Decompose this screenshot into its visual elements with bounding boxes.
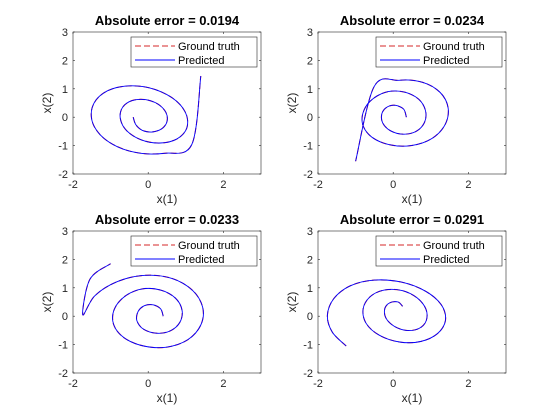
- x-axis-label: x(1): [157, 192, 178, 206]
- y-tick-label: 1: [307, 84, 313, 96]
- chart-title: Absolute error = 0.0194: [95, 13, 240, 28]
- y-tick-label: 0: [62, 311, 68, 323]
- y-tick-label: -2: [303, 368, 313, 380]
- x-tick-label: 0: [390, 378, 396, 390]
- x-tick-label: 2: [220, 378, 226, 390]
- y-tick-label: -1: [58, 340, 68, 352]
- y-tick-label: -1: [58, 141, 68, 153]
- y-tick-label: 2: [307, 55, 313, 67]
- y-tick-label: 1: [62, 283, 68, 295]
- x-tick-label: 0: [145, 378, 151, 390]
- legend-label: Ground truth: [178, 41, 240, 53]
- y-axis-label: x(2): [285, 93, 299, 114]
- chart-title: Absolute error = 0.0291: [340, 212, 484, 227]
- y-tick-label: 3: [62, 27, 68, 39]
- subplot-2: -2 0 2 3 2 1 0 -1 -2 Ground truth Predicted Absolut…: [285, 13, 507, 206]
- legend-label: Predicted: [178, 254, 224, 266]
- subplot-4: -2 0 2 3 2 1 0 -1 -2 Ground truth Predicted Absolut…: [285, 212, 507, 405]
- x-axis-label: x(1): [157, 391, 178, 405]
- predicted-line: [90, 75, 202, 155]
- y-tick-label: 2: [307, 254, 313, 266]
- y-tick-label: 3: [307, 27, 313, 39]
- legend: Ground truth Predicted: [375, 36, 503, 68]
- y-tick-label: -2: [58, 368, 68, 380]
- x-tick-label: 0: [390, 179, 396, 191]
- y-tick-label: 1: [62, 84, 68, 96]
- x-tick-label: 2: [465, 179, 471, 191]
- legend-label: Ground truth: [178, 240, 240, 252]
- y-tick-label: -2: [58, 169, 68, 181]
- predicted-line: [355, 78, 449, 162]
- y-tick-label: -1: [303, 340, 313, 352]
- x-axis-label: x(1): [402, 192, 423, 206]
- y-tick-label: 3: [62, 226, 68, 238]
- legend-label: Ground truth: [423, 240, 485, 252]
- y-axis-label: x(2): [40, 292, 54, 313]
- legend-box: [130, 36, 258, 68]
- y-tick-label: -1: [303, 141, 313, 153]
- legend: Ground truth Predicted: [130, 235, 258, 267]
- x-axis-label: x(1): [402, 391, 423, 405]
- legend-label: Predicted: [178, 55, 224, 67]
- predicted-line: [326, 279, 447, 347]
- legend-box: [130, 235, 258, 267]
- x-tick-label: -2: [68, 378, 78, 390]
- subplot-1: -2 0 2 3 2 1 0 -1 -2 Ground truth Predicted Absolut…: [40, 13, 262, 206]
- y-tick-label: 0: [307, 311, 313, 323]
- y-tick-label: 2: [62, 254, 68, 266]
- legend: Ground truth Predicted: [130, 36, 258, 68]
- y-tick-label: -2: [303, 169, 313, 181]
- legend-label: Ground truth: [423, 41, 485, 53]
- chart-title: Absolute error = 0.0233: [95, 212, 239, 227]
- x-tick-label: -2: [68, 179, 78, 191]
- y-tick-label: 3: [307, 226, 313, 238]
- y-tick-label: 0: [307, 112, 313, 124]
- x-tick-label: -2: [313, 179, 323, 191]
- legend-label: Predicted: [423, 55, 469, 67]
- legend-label: Predicted: [423, 254, 469, 266]
- subplot-3: -2 0 2 3 2 1 0 -1 -2 Ground truth Predicted Absolut…: [40, 212, 262, 405]
- chart-title: Absolute error = 0.0234: [340, 13, 485, 28]
- legend: Ground truth Predicted: [375, 235, 503, 267]
- x-tick-label: -2: [313, 378, 323, 390]
- x-tick-label: 0: [145, 179, 151, 191]
- legend-box: [375, 235, 503, 267]
- y-axis-label: x(2): [285, 292, 299, 313]
- y-axis-label: x(2): [40, 93, 54, 114]
- x-tick-label: 2: [220, 179, 226, 191]
- legend-box: [375, 36, 503, 68]
- y-tick-label: 0: [62, 112, 68, 124]
- y-tick-label: 2: [62, 55, 68, 67]
- y-tick-label: 1: [307, 283, 313, 295]
- predicted-line: [82, 263, 204, 349]
- x-tick-label: 2: [465, 378, 471, 390]
